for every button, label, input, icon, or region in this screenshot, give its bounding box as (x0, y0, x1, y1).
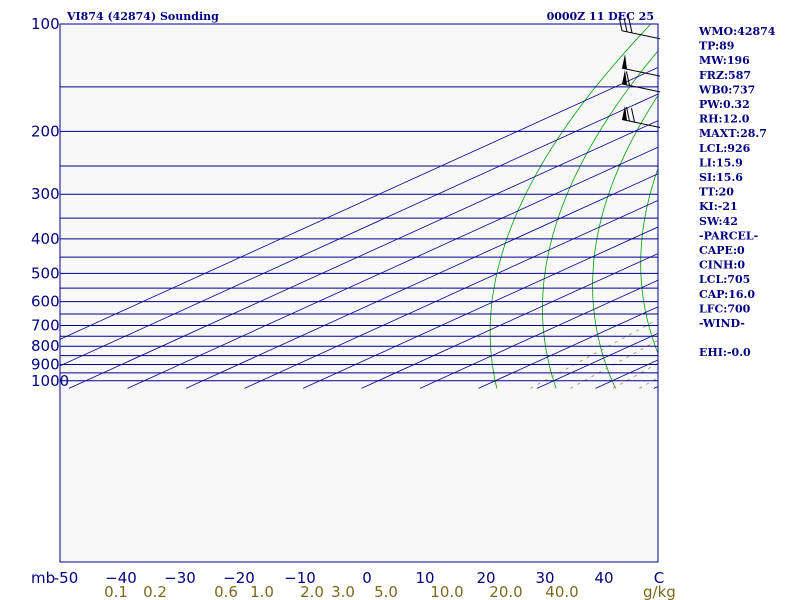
mixing-ratio-label: 40.0 (545, 583, 578, 600)
mixing-ratio-label: 20.0 (489, 583, 522, 600)
index-line: WMO:42874 (698, 25, 776, 38)
mixing-ratio-unit-label: g/kg (643, 583, 676, 600)
wind-barb-pennant (622, 54, 627, 70)
temperature-tick-label: -50 (54, 569, 79, 587)
index-line: SI:15.6 (699, 171, 743, 184)
mixing-ratio-line (530, 318, 658, 389)
pressure-tick-label: 900 (31, 355, 60, 373)
temperature-tick-label: −10 (284, 569, 316, 587)
temperature-tick-label: −40 (105, 569, 137, 587)
wind-barb-pennant (622, 69, 627, 85)
index-line: LCL:705 (699, 273, 750, 286)
temperature-tick-label: −30 (164, 569, 196, 587)
index-line: -PARCEL- (699, 229, 758, 242)
index-line: LI:15.9 (699, 156, 743, 169)
wind-barb-feather (631, 108, 635, 123)
plot-area (60, 24, 658, 562)
temperature-tick-label: −20 (223, 569, 255, 587)
temperature-tick-label: 40 (594, 569, 613, 587)
wind-barb-staff (621, 83, 661, 93)
mixing-ratio-line (612, 362, 658, 389)
temperature-tick-label: C (654, 569, 664, 587)
index-line: WB0:737 (698, 83, 755, 96)
wind-barb-staff (621, 67, 661, 77)
wind-barb-feather (628, 18, 633, 33)
isotherm (185, 173, 658, 389)
index-line: FRZ:587 (699, 69, 751, 82)
mixing-ratio-label: 0.6 (214, 583, 238, 600)
isotherm (127, 146, 658, 389)
pressure-tick-label: 100 (31, 15, 60, 33)
index-line: PW:0.32 (699, 98, 750, 111)
wind-barb-195 (621, 105, 661, 128)
pressure-tick-label: 600 (31, 293, 60, 311)
pressure-tick-label: 200 (31, 122, 60, 140)
wind-barbs (618, 16, 661, 128)
wind-barb-feather (623, 17, 628, 32)
index-line: LFC:700 (699, 302, 751, 315)
background-grid (60, 24, 658, 389)
wind-barb-pennant (622, 105, 627, 121)
index-line: LCL:926 (699, 142, 751, 155)
temperature-tick-label: 20 (476, 569, 495, 587)
index-line: -WIND- (699, 317, 745, 330)
pressure-tick-label: 800 (31, 337, 60, 355)
dry-adiabat (640, 167, 658, 355)
mixing-ratio-label: 0.2 (143, 583, 167, 600)
wind-barb-155 (621, 69, 661, 93)
index-line: CINH:0 (699, 259, 745, 272)
index-line: EHI:-0.0 (699, 346, 751, 359)
pressure-unit-label: mb (31, 569, 55, 587)
index-line: TP:89 (699, 40, 734, 53)
temperature-tick-label: 10 (415, 569, 434, 587)
isotherm (419, 279, 658, 389)
temperature-tick-label: 30 (535, 569, 554, 587)
index-line: CAP:16.0 (699, 288, 755, 301)
index-line: KI:-21 (699, 200, 738, 213)
isotherm (60, 93, 658, 367)
pressure-tick-label: 1000 (31, 372, 69, 390)
mixing-ratio-label: 10.0 (430, 583, 463, 600)
pressure-tick-label: 300 (31, 185, 60, 203)
isotherm (68, 120, 658, 389)
pressure-tick-label: 700 (31, 317, 60, 335)
index-line: CAPE:0 (699, 244, 745, 257)
mixing-ratio-label: 5.0 (374, 583, 398, 600)
temperature-tick-label: 0 (362, 569, 372, 587)
pressure-tick-label: 400 (31, 230, 60, 248)
isotherm (361, 253, 658, 389)
plot-frame (59, 23, 659, 563)
wind-barb-feather (626, 106, 630, 122)
index-line: TT:20 (699, 186, 734, 199)
index-line: MAXT:28.7 (699, 127, 767, 140)
dry-adiabat (489, 24, 652, 389)
station-title: VI874 (42874) Sounding (66, 10, 219, 23)
isotherm (478, 306, 658, 389)
isotherm (302, 226, 658, 389)
sounding-time: 0000Z 11 DEC 25 (547, 10, 654, 23)
index-line: SW:42 (699, 215, 738, 228)
dry-adiabat (592, 94, 658, 389)
wind-barb-staff (621, 118, 661, 128)
wind-barb-feather (626, 71, 630, 86)
wind-barb-140 (621, 54, 661, 77)
dry-adiabat (542, 50, 658, 389)
mixing-ratio-label: 1.0 (250, 583, 274, 600)
isotherm (244, 199, 658, 389)
index-line: RH:12.0 (699, 113, 750, 126)
index-line: MW:196 (699, 54, 750, 67)
wind-barb-staff (621, 30, 661, 40)
mixing-ratio-label: 0.1 (104, 583, 128, 600)
mixing-ratio-label: 2.0 (300, 583, 324, 600)
pressure-tick-label: 500 (31, 264, 60, 282)
mixing-ratio-label: 3.0 (331, 583, 355, 600)
isotherm (60, 67, 658, 340)
